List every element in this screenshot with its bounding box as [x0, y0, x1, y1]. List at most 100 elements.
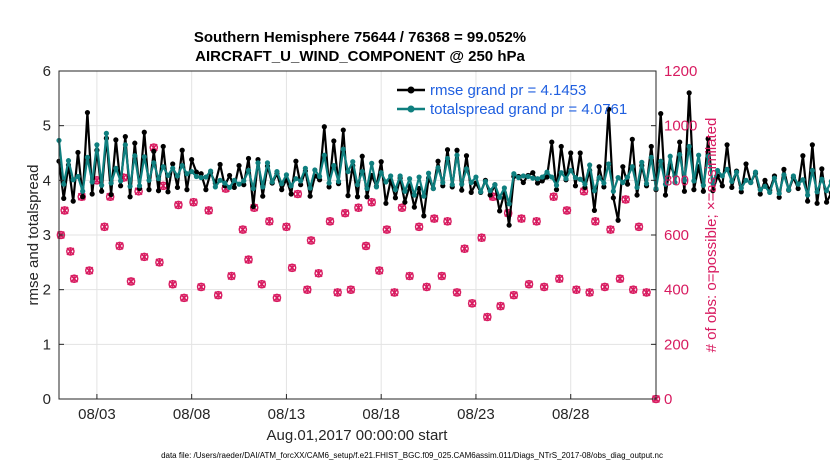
rmse-point	[781, 166, 787, 172]
totalspread-point	[288, 183, 294, 189]
totalspread-point	[312, 167, 318, 173]
totalspread-point	[231, 177, 237, 183]
obs-assimilated-point	[422, 282, 431, 291]
totalspread-point	[170, 165, 176, 171]
totalspread-point	[373, 184, 380, 190]
totalspread-point	[411, 192, 417, 198]
totalspread-point	[208, 168, 214, 174]
totalspread-point	[61, 181, 67, 187]
rmse-point	[805, 198, 811, 204]
totalspread-point	[421, 193, 427, 199]
left-y-axis-ticks: 0 1 2 3 4 5 6	[43, 63, 64, 408]
obs-assimilated-point	[430, 214, 439, 223]
totalspread-point	[553, 182, 560, 188]
totalspread-point	[165, 172, 171, 179]
rmse-point	[217, 161, 223, 168]
obs-assimilated-point	[257, 280, 266, 289]
totalspread-point	[354, 182, 361, 188]
totalspread-point	[392, 187, 399, 193]
totalspread-point	[506, 201, 512, 207]
rmse-point	[719, 183, 725, 189]
totalspread-point	[103, 130, 109, 136]
totalspread-point	[184, 171, 190, 177]
totalspread-point	[444, 155, 451, 162]
obs-assimilated-point	[197, 282, 206, 291]
obs-assimilated-point	[532, 217, 541, 226]
totalspread-point	[94, 142, 100, 148]
rmse-point	[132, 140, 138, 146]
rmse-point	[236, 162, 242, 169]
totalspread-point	[174, 173, 181, 179]
obs-assimilated-point	[314, 269, 323, 278]
obs-assimilated-point	[398, 203, 407, 212]
obs-assimilated-point	[346, 285, 355, 294]
rmse-point	[108, 191, 114, 198]
rmse-point	[762, 177, 768, 183]
totalspread-point	[468, 179, 474, 186]
totalspread-point	[463, 166, 470, 172]
rmse-point	[402, 199, 408, 205]
totalspread-point	[577, 176, 583, 182]
totalspread-point	[359, 168, 365, 175]
y-axis-label-right: # of obs: o=possible; ×=assimilated	[703, 118, 720, 353]
y-tick-label-right: 0	[664, 391, 672, 408]
obs-assimilated-point	[415, 222, 424, 231]
x-axis-ticks: 08/03 08/08 08/13 08/18 08/23 08/28	[78, 394, 589, 423]
totalspread-point	[416, 174, 422, 180]
obs-assimilated-point	[227, 272, 236, 280]
rmse-point	[776, 194, 782, 200]
totalspread-point	[454, 152, 460, 158]
totalspread-point	[378, 170, 384, 176]
y-tick-label-right: 200	[664, 336, 689, 353]
totalspread-point	[108, 180, 114, 186]
obs-assimilated-point	[405, 272, 414, 280]
totalspread-point	[558, 170, 564, 176]
rmse-point	[179, 147, 185, 153]
totalspread-point	[724, 166, 730, 172]
totalspread-point	[217, 177, 223, 183]
obs-assimilated-point	[483, 313, 492, 321]
totalspread-point	[624, 174, 631, 180]
totalspread-point	[691, 178, 697, 184]
rmse-point	[596, 164, 602, 170]
rmse-point	[463, 153, 470, 159]
obs-assimilated-point	[238, 225, 247, 234]
legend-spread-label: totalspread grand pr = 4.0761	[430, 101, 627, 118]
rmse-point	[364, 194, 370, 200]
obs-assimilated-point	[367, 198, 376, 207]
obs-assimilated-point	[288, 263, 297, 272]
totalspread-point	[132, 153, 138, 159]
totalspread-point	[321, 152, 327, 158]
totalspread-point	[497, 194, 503, 200]
rmse-point	[577, 150, 583, 156]
rmse-point	[345, 193, 351, 199]
totalspread-point	[776, 190, 782, 197]
totalspread-point	[710, 180, 716, 186]
totalspread-point	[591, 188, 598, 194]
totalspread-point	[345, 168, 351, 175]
totalspread-point	[587, 162, 593, 168]
totalspread-point	[681, 177, 688, 183]
totalspread-point	[549, 174, 555, 180]
y-tick-label-left: 4	[43, 172, 51, 189]
rmse-point	[198, 171, 204, 177]
rmse-point	[648, 143, 654, 150]
totalspread-point	[520, 173, 526, 179]
rmse-point	[155, 188, 162, 194]
totalspread-point	[350, 159, 356, 165]
rmse-point	[553, 187, 560, 193]
y-tick-label-right: 800	[664, 172, 689, 189]
obs-assimilated-point	[460, 244, 469, 253]
rmse-point	[677, 139, 683, 145]
totalspread-point	[752, 169, 759, 175]
totalspread-point	[122, 142, 128, 148]
totalspread-point	[388, 173, 394, 179]
rmse-point	[165, 189, 171, 195]
y-tick-label-left: 1	[43, 336, 51, 353]
totalspread-point	[610, 188, 616, 194]
totalspread-point	[430, 185, 436, 192]
totalspread-point	[809, 167, 815, 174]
rmse-point	[686, 90, 692, 96]
totalspread-point	[696, 152, 702, 158]
y-tick-label-left: 5	[43, 118, 51, 135]
